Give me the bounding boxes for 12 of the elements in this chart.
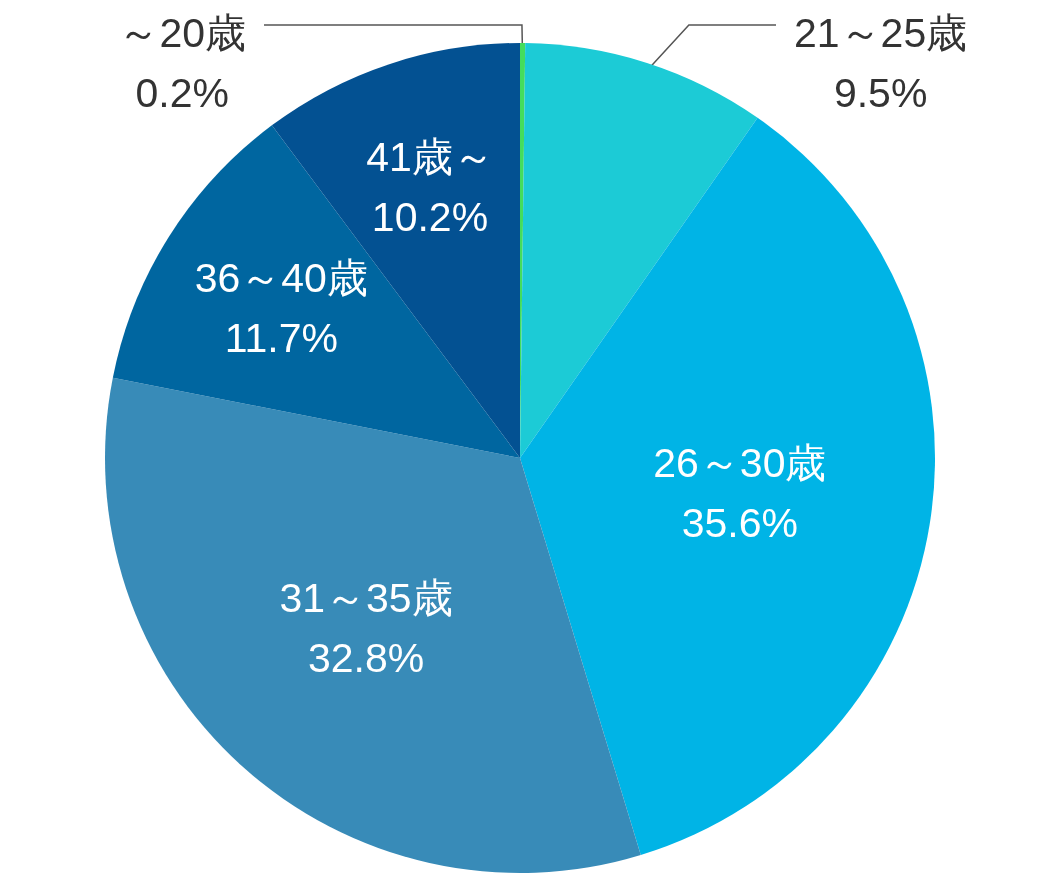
slice-label: 26～30歳 bbox=[653, 439, 827, 486]
data-label: 32.8% bbox=[307, 635, 425, 682]
slice-label: 21～25歳 bbox=[794, 10, 968, 56]
data-label: 9.5% bbox=[833, 70, 928, 116]
slice-label: ～20歳 bbox=[118, 10, 246, 56]
slice-label: 31～35歳 bbox=[279, 575, 453, 622]
data-label: 11.7% bbox=[224, 314, 338, 361]
data-label: 10.2% bbox=[371, 193, 489, 240]
data-label: 35.6% bbox=[681, 499, 798, 546]
data-label: 0.2% bbox=[135, 70, 229, 116]
slice-label: 36～40歳 bbox=[194, 254, 368, 301]
slice-label: 41歳～ bbox=[366, 133, 494, 180]
